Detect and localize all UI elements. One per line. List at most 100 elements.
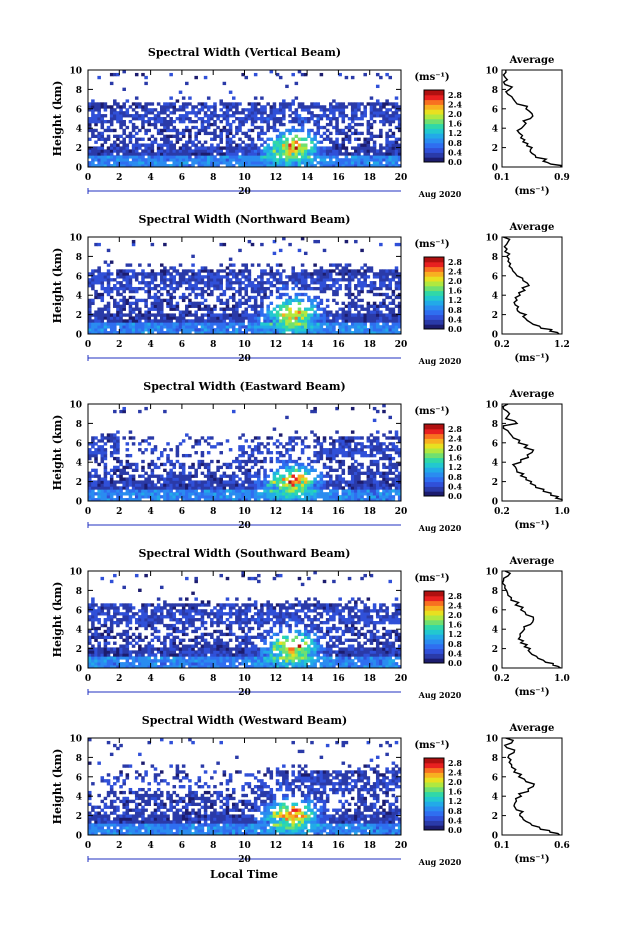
heatmap-cell	[125, 286, 130, 291]
heatmap-cell	[181, 325, 186, 329]
heatmap-cell	[109, 105, 114, 109]
heatmap-cell	[119, 322, 123, 326]
heatmap-cell	[181, 292, 186, 297]
heatmap-cell	[231, 152, 236, 156]
heatmap-cell	[285, 128, 289, 133]
heatmap-cell	[282, 483, 286, 487]
heatmap-cell	[272, 125, 277, 130]
heatmap-cell	[172, 266, 177, 270]
heatmap-cell	[225, 128, 230, 133]
heatmap-cell	[197, 498, 202, 502]
heatmap-cell	[357, 152, 361, 156]
heatmap-cell	[394, 322, 399, 326]
heatmap-cell	[222, 146, 227, 150]
heatmap-cell	[360, 289, 364, 294]
heatmap-cell	[163, 149, 167, 153]
heatmap-cell	[322, 155, 327, 159]
heatmap-cell	[113, 439, 117, 443]
heatmap-cell	[109, 477, 114, 481]
heatmap-cell	[194, 155, 198, 159]
heatmap-cell	[297, 158, 302, 162]
heatmap-cell	[150, 322, 155, 326]
heatmap-cell	[329, 155, 333, 159]
heatmap-cell	[228, 137, 233, 141]
heatmap-cell	[241, 313, 245, 317]
heatmap-cell	[253, 480, 258, 484]
heatmap-cell	[316, 492, 321, 496]
heatmap-cell	[363, 325, 367, 329]
heatmap-cell	[363, 263, 367, 267]
heatmap-cell	[197, 316, 202, 320]
heatmap-cell	[106, 665, 111, 669]
heatmap-cell	[263, 119, 267, 124]
heatmap-cell	[372, 331, 377, 335]
heatmap-cell	[394, 152, 399, 156]
heatmap-cell	[260, 465, 264, 470]
heatmap-cell	[241, 489, 245, 493]
heatmap-cell	[385, 483, 389, 487]
heatmap-cell	[238, 292, 242, 297]
heatmap-cell	[316, 439, 321, 443]
heatmap-cell	[332, 143, 336, 147]
heatmap-cell	[354, 325, 358, 329]
heatmap-cell	[394, 143, 399, 147]
heatmap-cell	[322, 149, 327, 153]
heatmap-cell	[125, 459, 130, 464]
heatmap-cell	[141, 278, 145, 282]
heatmap-cell	[141, 465, 145, 470]
heatmap-cell	[354, 137, 358, 141]
heatmap-cell	[341, 272, 346, 276]
heatmap-cell	[172, 146, 177, 150]
heatmap-cell	[322, 164, 327, 168]
heatmap-cell	[194, 158, 198, 162]
heatmap-cell	[97, 445, 101, 449]
heatmap-cell	[119, 665, 123, 669]
heatmap-cell	[94, 146, 98, 150]
heatmap-cell	[144, 489, 148, 493]
heatmap-cell	[134, 158, 139, 162]
heatmap-cell	[291, 128, 295, 133]
heatmap-cell	[163, 122, 167, 127]
heatmap-cell	[163, 155, 167, 159]
heatmap-cells	[88, 404, 402, 502]
heatmap-cell	[319, 278, 324, 282]
heatmap-cell	[347, 122, 352, 127]
heatmap-cell	[372, 281, 377, 285]
heatmap-cell	[329, 442, 333, 446]
heatmap-cell	[103, 498, 108, 502]
heatmap-cell	[344, 164, 349, 168]
heatmap-cell	[263, 117, 267, 121]
heatmap-cell	[122, 492, 126, 496]
heatmap-cell	[253, 105, 258, 109]
heatmap-cell	[178, 152, 183, 156]
heatmap-cell	[178, 263, 183, 267]
heatmap-cell	[228, 143, 233, 147]
heatmap-cell	[322, 289, 327, 294]
heatmap-cell	[307, 492, 311, 496]
heatmap-cell	[188, 325, 192, 329]
heatmap-cell	[269, 322, 274, 326]
heatmap-cell	[307, 468, 311, 473]
heatmap-cell	[113, 304, 117, 308]
heatmap-cell	[228, 319, 233, 323]
heatmap-cell	[253, 498, 258, 502]
heatmap-cell	[275, 164, 280, 168]
heatmap-cell	[253, 164, 258, 168]
heatmap-cell	[150, 102, 155, 106]
heatmap-cell	[394, 492, 399, 496]
heatmap-cell	[260, 164, 264, 168]
heatmap-cell	[366, 453, 371, 458]
heatmap-cell	[203, 325, 208, 329]
heatmap-cell	[94, 471, 98, 475]
heatmap-cell	[228, 105, 233, 109]
heatmap-cell	[181, 474, 186, 478]
heatmap-cell	[166, 489, 170, 493]
heatmap-cell	[213, 498, 217, 502]
heatmap-cell	[288, 152, 292, 156]
heatmap-cell	[369, 325, 374, 329]
heatmap-cell	[397, 158, 402, 162]
heatmap-cell	[294, 328, 299, 332]
heatmap-cell	[100, 143, 105, 147]
x-tick-label: 8	[210, 507, 216, 517]
heatmap-cell	[191, 272, 195, 276]
